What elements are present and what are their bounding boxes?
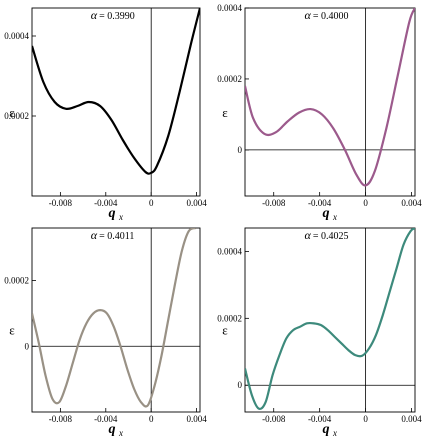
x-tick-label: -0.008 — [49, 198, 73, 208]
x-axis-label-subscript: x — [332, 428, 337, 436]
alpha-symbol: α — [91, 8, 98, 22]
alpha-annotation: α = 0.4000 — [305, 8, 349, 22]
y-tick-label: 0.0002 — [217, 313, 242, 323]
x-axis-label-subscript: x — [118, 428, 123, 436]
alpha-symbol: α — [91, 228, 98, 242]
x-tick-label: -0.004 — [308, 414, 332, 424]
alpha-value: = 0.4000 — [313, 11, 349, 22]
x-tick-label: -0.004 — [308, 198, 332, 208]
y-axis-label: ε — [9, 323, 15, 338]
x-tick-label: 0.004 — [186, 414, 207, 424]
plot-frame — [31, 7, 201, 197]
plot-frame — [244, 227, 416, 413]
x-tick-label: 0 — [149, 198, 154, 208]
energy-curve — [245, 8, 415, 187]
y-axis-label: ε — [222, 105, 228, 120]
plot-frame — [244, 7, 416, 197]
x-axis-label-subscript: x — [118, 212, 123, 222]
energy-curve — [245, 228, 415, 411]
y-tick-label: 0.0004 — [4, 31, 29, 41]
alpha-annotation: α = 0.4011 — [91, 228, 135, 242]
energy-curve — [32, 228, 196, 408]
alpha-annotation: α = 0.3990 — [91, 8, 135, 22]
y-tick-label: 0.0002 — [4, 276, 29, 286]
x-tick-label: 0.004 — [401, 414, 422, 424]
x-tick-label: 0.004 — [186, 198, 207, 208]
x-tick-label: -0.004 — [94, 414, 118, 424]
y-tick-label: 0 — [238, 145, 243, 155]
x-axis-label: q — [323, 206, 330, 221]
alpha-value: = 0.4025 — [313, 231, 349, 242]
x-tick-label: 0 — [149, 414, 154, 424]
x-tick-label: 0.004 — [401, 198, 422, 208]
x-tick-label: 0 — [363, 414, 368, 424]
x-axis-label-subscript: x — [332, 212, 337, 222]
y-axis-label: ε — [222, 323, 228, 338]
alpha-symbol: α — [305, 228, 312, 242]
y-tick-label: 0.0002 — [217, 74, 242, 84]
x-tick-label: -0.008 — [262, 198, 286, 208]
x-axis-label: q — [109, 206, 116, 221]
y-tick-label: 0.0004 — [217, 3, 242, 13]
alpha-symbol: α — [305, 8, 312, 22]
plot-frame — [31, 227, 201, 413]
alpha-annotation: α = 0.4025 — [305, 228, 349, 242]
alpha-value: = 0.4011 — [99, 231, 134, 242]
x-tick-label: -0.008 — [262, 414, 286, 424]
x-axis-label: q — [109, 422, 116, 436]
x-tick-label: 0 — [363, 198, 368, 208]
y-tick-label: 0 — [25, 341, 30, 351]
x-tick-label: -0.004 — [94, 198, 118, 208]
energy-curve — [32, 8, 200, 175]
alpha-value: = 0.3990 — [99, 11, 135, 22]
y-tick-label: 0.0004 — [217, 246, 242, 256]
y-tick-label: 0.0002 — [4, 111, 29, 121]
y-axis-label: ε — [9, 105, 15, 120]
x-tick-label: -0.008 — [49, 414, 73, 424]
y-tick-label: 0 — [238, 380, 243, 390]
x-axis-label: q — [323, 422, 330, 436]
